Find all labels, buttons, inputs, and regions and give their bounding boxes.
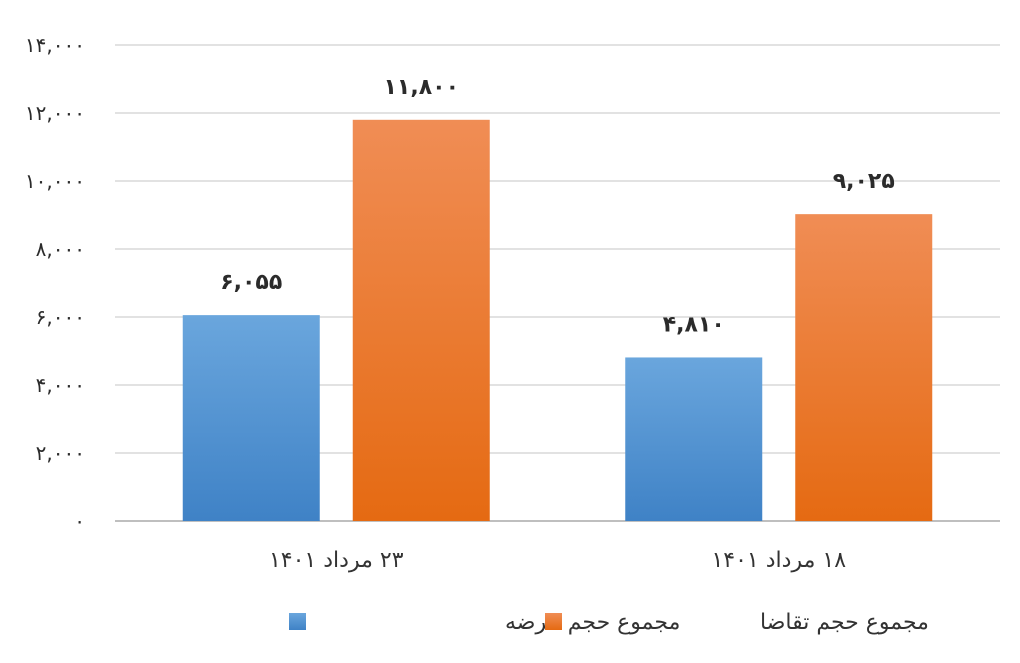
y-tick-label: ۴,۰۰۰ xyxy=(36,373,85,397)
legend-swatch xyxy=(289,613,306,630)
data-label: ۶,۰۵۵ xyxy=(220,270,282,295)
bar-demand xyxy=(795,214,933,521)
x-category-label: ۱۸ مرداد ۱۴۰۱ xyxy=(711,548,846,573)
y-axis-ticks: ۰ ۲,۰۰۰ ۴,۰۰۰ ۶,۰۰۰ ۸,۰۰۰ ۱۰,۰۰۰ ۱۲,۰۰۰ ۱۴,۰۰۰ xyxy=(25,33,85,533)
legend-label: مجموع حجم تقاضا xyxy=(760,610,929,635)
legend: مجموع حجم عرضه مجموع حجم تقاضا xyxy=(289,610,929,635)
legend-swatch xyxy=(545,613,562,630)
bar-demand xyxy=(352,119,490,522)
bar-supply xyxy=(182,315,320,521)
y-tick-label: ۱۲,۰۰۰ xyxy=(25,101,85,125)
data-label: ۱۱,۸۰۰ xyxy=(384,75,460,100)
bars xyxy=(182,119,933,522)
y-tick-label: ۶,۰۰۰ xyxy=(36,305,85,329)
data-labels: ۶,۰۵۵ ۱۱,۸۰۰ ۴,۸۱۰ ۹,۰۲۵ xyxy=(220,75,895,338)
x-category-label: ۲۳ مرداد ۱۴۰۱ xyxy=(269,548,404,573)
y-tick-label: ۸,۰۰۰ xyxy=(36,237,85,261)
y-tick-label: ۱۴,۰۰۰ xyxy=(25,33,85,57)
bar-supply xyxy=(625,357,763,521)
data-label: ۹,۰۲۵ xyxy=(833,169,895,194)
y-tick-label: ۲,۰۰۰ xyxy=(36,441,85,465)
x-axis-categories: ۲۳ مرداد ۱۴۰۱ ۱۸ مرداد ۱۴۰۱ xyxy=(269,548,846,573)
data-label: ۴,۸۱۰ xyxy=(663,312,725,337)
y-tick-label: ۰ xyxy=(74,509,85,533)
y-tick-label: ۱۰,۰۰۰ xyxy=(25,169,85,193)
legend-label: مجموع حجم عرضه xyxy=(505,610,680,635)
